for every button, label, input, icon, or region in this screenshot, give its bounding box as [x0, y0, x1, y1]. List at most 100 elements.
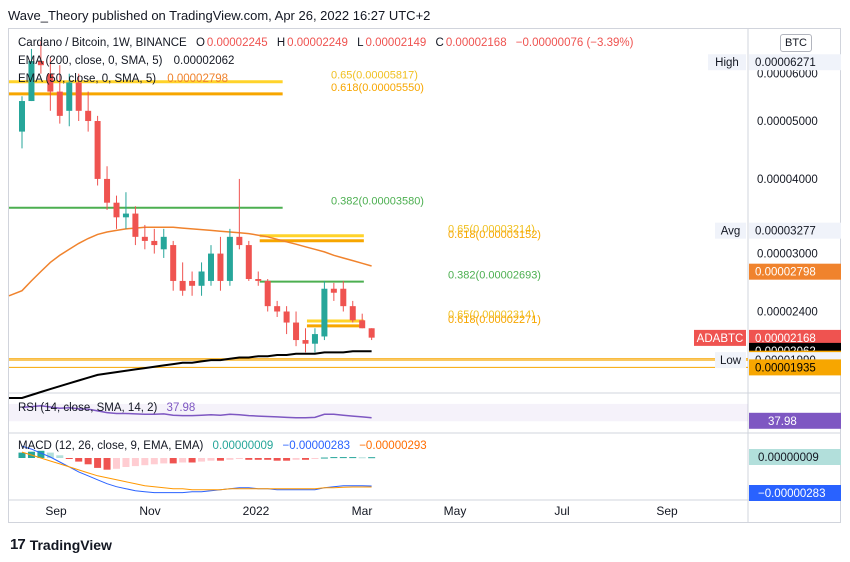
candle-body	[66, 82, 73, 111]
currency-button[interactable]: BTC	[780, 34, 812, 52]
candle-body	[330, 288, 337, 293]
macd-histogram-bar	[198, 458, 206, 462]
tradingview-footer: 17 TradingView	[10, 536, 112, 553]
macd-histogram-bar	[103, 458, 111, 470]
candle-body	[160, 236, 167, 250]
rsi-line	[21, 404, 372, 419]
main-legend: Cardano / Bitcoin, 1W, BINANCE O 0.000022…	[18, 37, 635, 49]
macd-legend[interactable]: MACD (12, 26, close, 9, EMA, EMA) 0.0000…	[18, 440, 429, 452]
high-value: 0.00002249	[287, 37, 348, 49]
fib-level-label: 0.382(0.00003580)	[331, 196, 424, 208]
macd-histogram-bar	[330, 457, 338, 459]
macd-histogram-bar	[18, 452, 26, 458]
macd-line-box	[749, 485, 841, 501]
macd-histogram-bar	[131, 458, 139, 467]
candle-body	[189, 280, 196, 286]
macd-histogram-bar	[216, 458, 224, 461]
price-label-value: 0.00006271	[755, 57, 816, 69]
macd-line	[21, 445, 372, 494]
x-tick-label: Sep	[656, 504, 678, 518]
macd-histogram-bar	[264, 458, 272, 460]
tradingview-brand: TradingView	[29, 536, 112, 553]
macd-histogram-bar	[311, 458, 319, 459]
price-label-value: 0.00002168	[755, 333, 816, 345]
symbol-title: Cardano / Bitcoin, 1W, BINANCE	[18, 37, 187, 49]
price-label-name: Low	[720, 355, 742, 367]
candle-body	[293, 322, 300, 341]
macd-histogram-bar	[160, 458, 168, 464]
macd-histogram-bar	[235, 458, 243, 459]
price-label-name-box	[715, 352, 746, 369]
fib-level-label: 0.618(0.00002271)	[448, 314, 541, 326]
price-label-value: 0.00002798	[755, 267, 816, 279]
macd-histogram-bar	[94, 458, 102, 468]
close-label: C	[435, 37, 444, 49]
price-label-value: 0.00001935	[755, 362, 816, 374]
candle-body	[349, 306, 356, 321]
price-label-marker: 0.00001935	[749, 359, 841, 376]
candle-body	[321, 288, 328, 337]
macd-hist-box	[749, 449, 841, 465]
macd-histogram-bar	[150, 458, 158, 465]
candle-body	[113, 202, 120, 218]
macd-signal-value: −0.00000293	[359, 440, 427, 452]
fib-level-label: 0.65(0.00002314)	[448, 309, 535, 321]
macd-signal-line	[21, 451, 372, 491]
candle-body	[283, 311, 290, 323]
y-tick-label: 0.00003000	[757, 249, 818, 261]
ema200-legend[interactable]: EMA (200, close, 0, SMA, 5) 0.00002062	[18, 55, 236, 67]
publisher-header: Wave_Theory published on TradingView.com…	[8, 8, 431, 23]
price-label-box	[749, 222, 841, 239]
macd-histogram-bar	[37, 450, 45, 458]
macd-hist-value: 0.00000009	[212, 440, 274, 452]
macd-histogram-bar	[141, 458, 149, 466]
candle-body	[28, 61, 35, 102]
candle-body	[75, 82, 82, 111]
macd-histogram-bar	[84, 458, 92, 465]
candle-body	[311, 334, 318, 344]
fib-level-label: 0.65(0.00005817)	[331, 70, 418, 82]
price-label-name-box	[708, 54, 746, 71]
candle-body	[208, 253, 214, 281]
macd-histogram-bar	[273, 458, 281, 461]
fib-level-label: 0.618(0.00005550)	[331, 82, 424, 94]
x-tick-label: Jul	[554, 504, 569, 518]
macd-histogram-bar	[113, 458, 120, 469]
macd-line-value: −0.00000283	[282, 440, 350, 452]
price-label-name: High	[715, 57, 739, 69]
macd-histogram-bar	[358, 457, 366, 459]
candle-body	[217, 253, 224, 281]
macd-histogram-bar	[339, 457, 347, 459]
ema50-legend[interactable]: EMA (50, close, 0, SMA, 5) 0.00002798	[18, 73, 230, 85]
macd-histogram-bar	[122, 458, 130, 467]
candle-body	[132, 213, 139, 237]
change-value: −0.00000076 (−3.39%)	[515, 37, 634, 49]
ema50-value: 0.00002798	[167, 73, 229, 85]
candle-body	[255, 279, 262, 281]
y-tick-label: 0.00005000	[757, 116, 818, 128]
candle-body	[19, 101, 25, 132]
candle-body	[94, 121, 101, 179]
fib-level-label: 0.618(0.00003152)	[448, 229, 541, 241]
candle-body	[104, 178, 111, 203]
candle-body	[85, 110, 92, 122]
fib-level-label: 0.382(0.00002693)	[448, 270, 541, 282]
candle-body	[56, 91, 63, 116]
candle-body	[359, 320, 366, 329]
rsi-value-box	[749, 412, 841, 429]
rsi-value: 37.98	[166, 402, 196, 414]
ema200-value: 0.00002062	[173, 55, 235, 67]
open-value: 0.00002245	[206, 37, 268, 49]
candle-body	[198, 271, 205, 286]
candle-body	[47, 73, 54, 92]
y-tick-label: 0.00006000	[757, 69, 818, 81]
macd-histogram-bar	[226, 458, 234, 460]
rsi-legend[interactable]: RSI (14, close, SMA, 14, 2) 37.98	[18, 402, 197, 414]
price-label-name: Avg	[721, 226, 741, 238]
x-tick-label: May	[444, 504, 467, 518]
rsi-band	[9, 403, 748, 422]
candle-body	[340, 288, 347, 307]
candle-body	[179, 280, 186, 291]
candle-body	[170, 245, 177, 281]
